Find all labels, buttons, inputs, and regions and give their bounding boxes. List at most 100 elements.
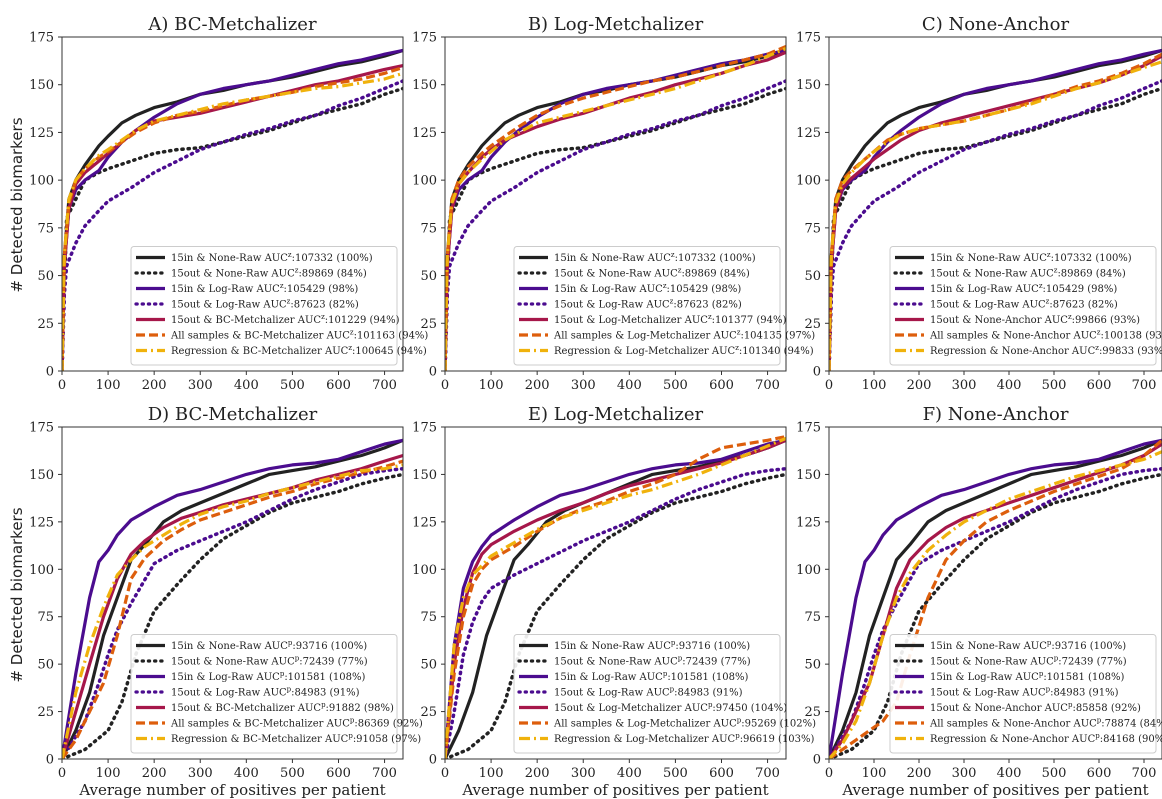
x-tick-label-a-0: 0 — [58, 378, 66, 393]
legend-entry-b-6: All samples & Log-Metchalizer AUCz:10413… — [553, 329, 815, 342]
y-tick-label-d-25: 25 — [37, 705, 54, 720]
legend-sup-d-3: p — [280, 670, 285, 678]
x-tick-label-e-500: 500 — [663, 766, 688, 781]
series-group-c — [829, 48, 1162, 371]
y-axis-label-top: # Detected biomarkers — [8, 117, 26, 292]
y-tick-label-d-175: 175 — [29, 421, 54, 436]
legend-label-e-6: All samples & Log-Metchalizer AUC — [553, 719, 737, 730]
legend-entry-a-7: Regression & BC-Metchalizer AUCz:100645 … — [171, 344, 427, 357]
x-tick-label-e-100: 100 — [479, 766, 504, 781]
legend-box-e — [513, 634, 781, 754]
legend-value-d-2: :72439 (77%) — [299, 657, 367, 668]
legend-sup-f-7: p — [1095, 732, 1100, 740]
legend-value-d-6: :86369 (92%) — [354, 719, 422, 730]
legend-entry-c-4: 15out & Log-Raw AUCz:87623 (82%) — [930, 298, 1118, 311]
legend-value-a-2: :89869 (84%) — [298, 269, 366, 280]
legend-entry-f-2: 15out & None-Raw AUCp:72439 (77%) — [930, 655, 1127, 668]
series-group-b — [445, 45, 786, 371]
y-tick-label-f-150: 150 — [796, 468, 821, 483]
series-line-d-7 — [62, 463, 403, 759]
legend-value-b-1: :107332 (100%) — [675, 253, 756, 264]
legend-value-e-2: :72439 (77%) — [682, 657, 750, 668]
x-tick-label-b-700: 700 — [755, 378, 780, 393]
legend-entry-c-6: All samples & None-Anchor AUCz:100138 (9… — [929, 329, 1162, 342]
legend-sup-a-1: z — [288, 251, 292, 259]
x-tick-label-c-500: 500 — [1042, 378, 1067, 393]
legend-sup-b-7: z — [735, 344, 739, 352]
legend-value-f-5: :85858 (92%) — [1072, 703, 1140, 714]
legend-c: 15in & None-Raw AUCz:107332 (100%)15out … — [889, 246, 1162, 366]
x-tick-label-d-100: 100 — [96, 766, 121, 781]
legend-entry-a-2: 15out & None-Raw AUCz:89869 (84%) — [171, 267, 367, 280]
y-tick-label-c-150: 150 — [796, 78, 821, 93]
y-tick-label-c-100: 100 — [796, 174, 821, 189]
x-tick-label-c-200: 200 — [907, 378, 932, 393]
plot-frame-f — [828, 426, 1162, 760]
legend-value-b-7: :101340 (94%) — [739, 346, 814, 357]
series-line-e-5 — [445, 438, 786, 759]
series-line-e-2 — [445, 472, 786, 759]
legend-entry-a-1: 15in & None-Raw AUCz:107332 (100%) — [171, 251, 373, 264]
legend-box-c — [889, 246, 1157, 366]
legend-sup-c-3: z — [1039, 282, 1043, 290]
legend-entry-a-3: 15in & Log-Raw AUCz:105429 (98%) — [171, 282, 358, 295]
x-tick-label-d-0: 0 — [58, 766, 66, 781]
x-tick-label-c-700: 700 — [1132, 378, 1157, 393]
x-tick-label-a-600: 600 — [326, 378, 351, 393]
legend-value-b-6: :104135 (97%) — [740, 331, 815, 342]
x-tick-label-e-700: 700 — [755, 766, 780, 781]
legend-entry-f-3: 15in & Log-Raw AUCp:101581 (108%) — [930, 670, 1125, 683]
x-tick-label-c-600: 600 — [1087, 378, 1112, 393]
legend-value-c-5: :99866 (93%) — [1072, 315, 1140, 326]
legend-value-f-2: :72439 (77%) — [1058, 657, 1126, 668]
legend-box-a — [130, 246, 398, 366]
legend-entry-f-5: 15out & None-Anchor AUCp:85858 (92%) — [930, 701, 1141, 714]
x-tick-label-c-400: 400 — [997, 378, 1022, 393]
legend-label-a-6: All samples & BC-Metchalizer AUC — [170, 331, 350, 342]
legend-value-d-1: :93716 (100%) — [292, 641, 367, 652]
series-line-f-4 — [829, 466, 1162, 759]
plot-frame-a — [61, 36, 404, 372]
legend-sup-c-6: z — [1097, 329, 1101, 337]
y-tick-label-c-50: 50 — [804, 269, 821, 284]
series-line-e-4 — [445, 466, 786, 759]
legend-entry-e-6: All samples & Log-Metchalizer AUCp:95269… — [553, 717, 816, 730]
legend-entry-c-5: 15out & None-Anchor AUCz:99866 (93%) — [930, 313, 1140, 326]
y-tick-label-e-75: 75 — [420, 610, 437, 625]
legend-sup-d-4: p — [287, 686, 292, 694]
legend-label-d-1: 15in & None-Raw AUC — [171, 641, 288, 652]
x-axis-label-d: Average number of positives per patient — [78, 781, 385, 799]
series-line-a-5 — [62, 64, 403, 371]
y-tick-label-d-100: 100 — [29, 563, 54, 578]
y-tick-label-d-0: 0 — [46, 753, 54, 768]
legend-sup-e-4: p — [670, 686, 675, 694]
legend-value-e-4: :84983 (91%) — [674, 688, 742, 699]
series-line-f-1 — [829, 438, 1162, 759]
series-line-f-7 — [829, 450, 1162, 759]
legend-entry-d-3: 15in & Log-Raw AUCp:101581 (108%) — [171, 670, 366, 683]
legend-value-c-7: :99833 (93%) — [1099, 346, 1162, 357]
y-tick-label-a-175: 175 — [29, 31, 54, 46]
legend-label-b-2: 15out & None-Raw AUC — [554, 269, 678, 280]
x-tick-label-f-100: 100 — [862, 766, 887, 781]
legend-entry-d-2: 15out & None-Raw AUCp:72439 (77%) — [171, 655, 368, 668]
legend-value-f-7: :84168 (90%) — [1100, 734, 1162, 745]
y-tick-label-b-50: 50 — [420, 269, 437, 284]
y-tick-label-f-100: 100 — [796, 563, 821, 578]
legend-entry-b-4: 15out & Log-Raw AUCz:87623 (82%) — [554, 298, 742, 311]
legend-label-c-6: All samples & None-Anchor AUC — [929, 331, 1097, 342]
series-line-b-2 — [445, 86, 786, 371]
legend-label-d-6: All samples & BC-Metchalizer AUC — [170, 719, 350, 730]
legend-label-e-2: 15out & None-Raw AUC — [554, 657, 678, 668]
legend-entry-f-1: 15in & None-Raw AUCp:93716 (100%) — [930, 639, 1126, 652]
y-tick-label-a-100: 100 — [29, 174, 54, 189]
series-group-a — [62, 48, 403, 371]
legend-label-e-4: 15out & Log-Raw AUC — [554, 688, 670, 699]
legend-sup-b-5: z — [708, 313, 712, 321]
x-tick-label-b-200: 200 — [525, 378, 550, 393]
legend-label-e-7: Regression & Log-Metchalizer AUC — [554, 734, 736, 745]
series-line-f-2 — [829, 472, 1162, 759]
legend-label-a-1: 15in & None-Raw AUC — [171, 253, 288, 264]
y-tick-label-b-150: 150 — [412, 78, 437, 93]
